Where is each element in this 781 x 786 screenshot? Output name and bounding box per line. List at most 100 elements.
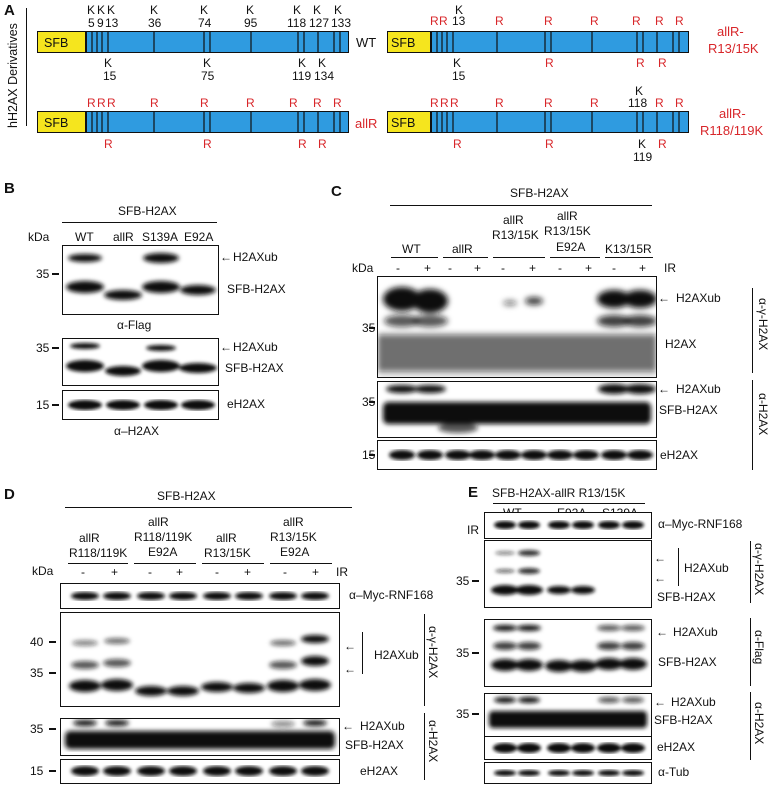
residue-number: 36 <box>148 16 162 30</box>
minus-label: - <box>215 565 219 579</box>
mw-marker: 15 <box>30 764 44 778</box>
r-label: R <box>495 14 504 28</box>
blot-gamma-h2ax <box>484 540 652 608</box>
band-label: eH2AX <box>360 764 399 778</box>
band-label: H2AXub <box>233 250 278 264</box>
arrow-icon: ← <box>220 250 232 264</box>
sample-header: SFB-H2AX <box>510 186 569 200</box>
mw-marker: 35 <box>362 396 375 408</box>
band-label: SFB-H2AX <box>225 361 284 375</box>
header-rule <box>390 205 652 206</box>
sfb-label: SFB <box>44 36 69 50</box>
header-rule <box>493 503 645 504</box>
construct-name-line2: R118/119K <box>700 123 764 138</box>
antibody-label: α-Flag <box>752 630 766 665</box>
construct-name-allr: allR <box>355 116 378 131</box>
lane-label: allR <box>148 515 169 529</box>
band-bracket <box>362 632 363 674</box>
antibody-label: α-H2AX <box>752 702 766 745</box>
residue-number: 13 <box>105 16 119 30</box>
k-label: K <box>107 3 116 17</box>
antibody-bracket <box>424 614 425 706</box>
band-label: H2AXub <box>360 719 405 733</box>
mw-marker: 35 <box>456 707 470 721</box>
band-label: H2AXub <box>684 561 729 575</box>
band-label: eH2AX <box>227 397 266 411</box>
residue-ticks <box>431 31 689 53</box>
plus-label: + <box>312 565 320 579</box>
mw-marker: 35 <box>30 666 44 680</box>
kda-label: kDa <box>32 564 54 578</box>
plus-label: + <box>176 565 184 579</box>
lane-label: E92A <box>148 545 178 559</box>
sample-header: SFB-H2AX <box>157 489 216 503</box>
band-bracket <box>678 548 679 586</box>
sfb-tag-box <box>387 111 431 133</box>
panel-letter-a: A <box>4 2 15 19</box>
antibody-label: α-γ-H2AX <box>426 626 440 679</box>
r-label: R <box>200 96 209 110</box>
r-label: R <box>495 96 504 110</box>
r-label: R <box>450 96 459 110</box>
residue-ticks <box>86 111 349 133</box>
sample-header: SFB-H2AX-allR R13/15K <box>492 486 626 500</box>
blot-myc-rnf168 <box>484 512 652 539</box>
r-label: R <box>675 96 684 110</box>
derivatives-bracket <box>26 8 27 126</box>
k-label: K <box>293 3 302 17</box>
residue-number: 119 <box>633 150 653 164</box>
plus-label: + <box>529 261 537 275</box>
lane-group-rule <box>134 563 196 564</box>
lane-label: allR <box>283 515 304 529</box>
construct-name-wt: WT <box>356 35 377 50</box>
plus-label: + <box>424 261 432 275</box>
lane-label: allR <box>216 531 237 545</box>
band-label: eH2AX <box>660 448 699 462</box>
lane-label: R13/15K <box>492 228 539 242</box>
band-label: H2AXub <box>233 340 278 354</box>
plus-label: + <box>585 261 593 275</box>
antibody-label: α–H2AX <box>114 424 159 438</box>
sfb-label: SFB <box>44 116 69 130</box>
plus-label: + <box>474 261 482 275</box>
mw-marker: 35 <box>36 341 50 355</box>
lane-label: R118/119K <box>69 546 128 560</box>
arrow-icon: ← <box>654 695 666 709</box>
kda-label: kDa <box>28 230 50 244</box>
band-label: SFB-H2AX <box>654 713 713 727</box>
residue-number: 133 <box>331 16 352 30</box>
k-label: K <box>104 56 113 70</box>
arrow-icon: ← <box>658 291 670 305</box>
antibody-label: α-H2AX <box>756 393 770 436</box>
arrow-icon: ← <box>344 662 356 676</box>
header-rule <box>65 507 352 508</box>
lane-label: R13/15K <box>270 530 317 544</box>
r-label: R <box>430 96 439 110</box>
blot-h2ax <box>60 718 340 756</box>
residue-number: 15 <box>103 69 117 83</box>
r-label: R <box>298 137 307 151</box>
k-label: K <box>203 56 212 70</box>
residue-number: 9 <box>97 16 104 30</box>
lane-label: E92A <box>556 240 586 254</box>
residue-number: 5 <box>88 16 95 30</box>
r-label: R <box>203 137 212 151</box>
derivatives-side-label: hH2AX Derivatives <box>6 23 20 128</box>
blot-gamma-h2ax <box>377 276 657 378</box>
arrow-icon: ← <box>654 571 666 585</box>
mw-tick <box>49 641 56 643</box>
residue-number: 15 <box>452 69 466 83</box>
k-label: K <box>455 3 464 17</box>
h2ax-bar <box>86 31 349 53</box>
lane-group-rule <box>68 563 128 564</box>
antibody-label: α–Myc-RNF168 <box>349 588 434 602</box>
construct-name-line1: allR- <box>719 106 746 121</box>
panel-letter-d: D <box>4 486 15 503</box>
lane-label: R13/15K <box>544 224 591 238</box>
r-label: R <box>440 96 449 110</box>
sample-header: SFB-H2AX <box>118 204 177 218</box>
minus-label: - <box>612 261 616 275</box>
lane-label: allR <box>452 242 473 256</box>
k-label: K <box>97 3 106 17</box>
mw-marker: 35 <box>456 574 470 588</box>
